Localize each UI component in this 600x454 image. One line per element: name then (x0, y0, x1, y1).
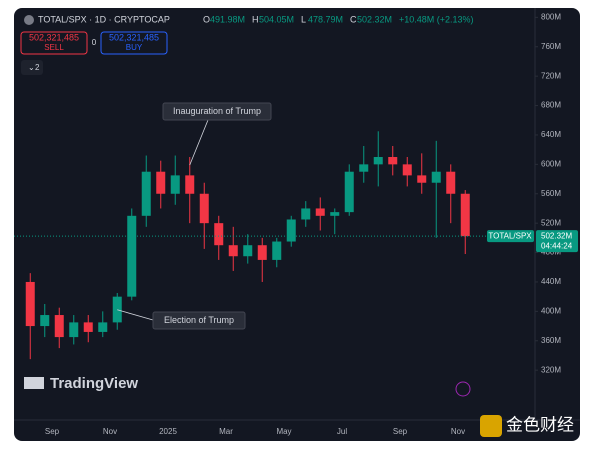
annotation: Election of Trump (164, 315, 234, 325)
logo: TradingView (50, 375, 138, 392)
candle-body (330, 212, 340, 216)
y-tick-label: 440M (541, 277, 561, 286)
buy-button[interactable] (100, 31, 168, 55)
x-tick-label: Sep (393, 427, 408, 436)
annotation: Inauguration of Trump (173, 106, 261, 116)
y-tick-label: 800M (541, 12, 561, 21)
candle-body (185, 175, 195, 194)
ohlc-value: 478.79M (308, 14, 343, 24)
ohlc-key: L (301, 14, 306, 24)
candle-body (359, 164, 369, 172)
candle-body (301, 208, 311, 220)
price-name-box (487, 230, 534, 243)
candle-body (214, 223, 224, 246)
annotation-leader (189, 119, 209, 166)
candle-body (40, 315, 50, 327)
y-tick-label: 480M (541, 248, 561, 257)
x-tick-label: Nov (103, 427, 117, 436)
candle-body (388, 157, 398, 165)
ohlc-key: H (252, 14, 259, 24)
price-label: 502.32M (541, 231, 572, 240)
change: +10.48M (+2.13%) (399, 14, 474, 24)
price-box (536, 230, 578, 253)
candle-body (243, 245, 253, 257)
ohlc-value: 504.05M (259, 14, 294, 24)
candle-body (460, 193, 470, 237)
candle-body (199, 193, 209, 224)
candle-body (170, 175, 180, 194)
toggle-chevron[interactable]: ⌄ (28, 63, 35, 72)
watermark-icon (480, 415, 502, 437)
buy-label[interactable]: BUY (126, 43, 143, 52)
candle-body (344, 171, 354, 213)
ohlc-key: O (203, 14, 210, 24)
y-tick-label: 720M (541, 71, 561, 80)
candle-body (417, 175, 427, 183)
ohlc-value: 502.32M (357, 14, 392, 24)
annotation-leader (117, 309, 154, 321)
annotation-box (162, 102, 272, 121)
candle-body (286, 219, 296, 242)
x-tick-label: Mar (219, 427, 233, 436)
y-tick-label: 600M (541, 159, 561, 168)
price-countdown: 04:44:24 (541, 241, 573, 250)
x-tick-label: Nov (451, 427, 465, 436)
candle-body (69, 322, 79, 338)
candle-body (431, 171, 441, 183)
candle-body (25, 281, 35, 327)
sell-price[interactable]: 502,321,485 (29, 32, 79, 42)
y-tick-label: 640M (541, 130, 561, 139)
plot: 320M 360M 400M 440M 480M 520M 560M 600M 640M 680M… (14, 12, 578, 436)
x-tick-label: Sep (45, 427, 60, 436)
toggle-count[interactable]: 2 (35, 63, 40, 72)
candle-body (98, 322, 108, 332)
candle-body (315, 208, 325, 216)
x-tick-label: Jul (337, 427, 347, 436)
candle-body (402, 164, 412, 176)
x-tick-label: 2025 (159, 427, 177, 436)
price-name: TOTAL/SPX (488, 231, 532, 240)
candle-body (127, 215, 137, 297)
watermark: 金色财经 (506, 415, 574, 434)
annotation-box (152, 311, 246, 330)
candle-body (83, 322, 93, 332)
candle-body (141, 171, 151, 216)
x-tick-label: May (276, 427, 291, 436)
logo-mark (24, 377, 44, 389)
buy-price[interactable]: 502,321,485 (109, 32, 159, 42)
symbol-icon (24, 15, 34, 25)
candle-body (373, 157, 383, 165)
candle-body (112, 296, 122, 323)
y-tick-label: 760M (541, 42, 561, 51)
ohlc-value: 491.98M (210, 14, 245, 24)
y-tick-label: 680M (541, 101, 561, 110)
ohlc-legend: O 491.98M H 504.05M L 478.79M C 502.32M (203, 14, 392, 24)
candle-body (54, 315, 64, 338)
candle-body (257, 245, 267, 260)
panel (14, 8, 580, 441)
y-tick-label: 520M (541, 218, 561, 227)
y-tick-label: 360M (541, 336, 561, 345)
y-tick-label: 560M (541, 189, 561, 198)
event-icon[interactable] (455, 381, 471, 397)
symbol: TOTAL/SPX · 1D · CRYPTOCAP (38, 14, 170, 24)
spread: 0 (92, 38, 97, 47)
candle-body (272, 241, 282, 260)
sell-button[interactable] (20, 31, 88, 55)
candle-body (446, 171, 456, 194)
candle-body (156, 171, 166, 194)
indicator-toggle[interactable] (21, 60, 43, 75)
y-tick-label: 400M (541, 306, 561, 315)
candle-body (228, 245, 238, 257)
y-tick-label: 320M (541, 365, 561, 374)
sell-label[interactable]: SELL (44, 43, 64, 52)
ohlc-key: C (350, 14, 357, 24)
